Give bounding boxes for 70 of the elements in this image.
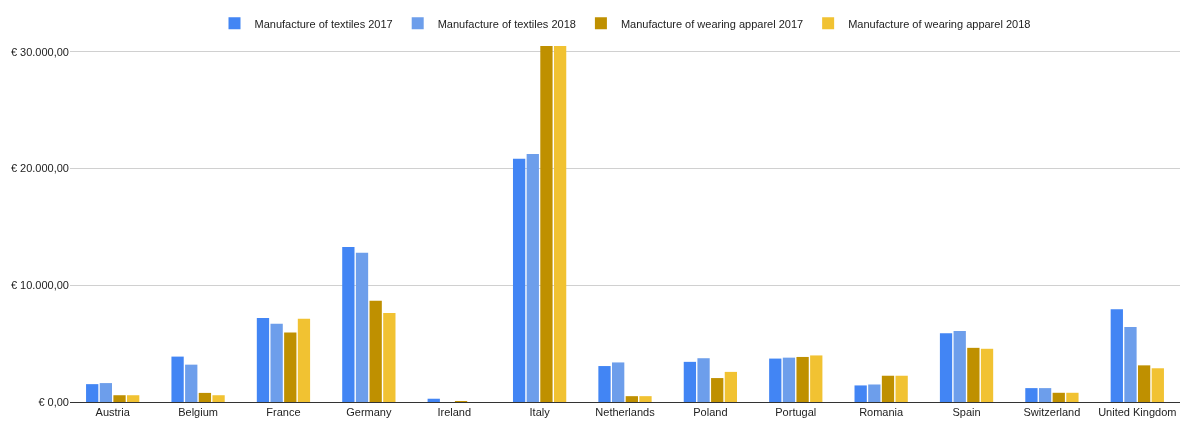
bar — [967, 347, 980, 402]
bar — [939, 333, 953, 402]
bar — [1038, 388, 1052, 402]
bar — [256, 317, 270, 402]
y-tick-label: € 20.000,00 — [10, 162, 69, 175]
bar — [540, 46, 553, 402]
y-tick-label: € 0,00 — [38, 395, 69, 408]
x-tick-label: Germany — [346, 406, 392, 419]
bar — [427, 398, 440, 402]
x-tick-label: France — [266, 406, 301, 419]
x-tick-label: Austria — [95, 406, 131, 419]
bar — [127, 395, 140, 402]
bar — [1052, 392, 1065, 402]
x-tick-label: Ireland — [437, 406, 472, 419]
bar — [297, 318, 311, 402]
x-tick-label: Spain — [952, 406, 981, 419]
bar — [1137, 365, 1151, 402]
bar — [895, 375, 908, 402]
bar — [769, 358, 782, 402]
bar — [342, 246, 355, 402]
legend-label: Manufacture of wearing apparel 2017 — [620, 17, 804, 30]
bar — [1025, 388, 1038, 402]
bar — [171, 356, 184, 402]
bar — [526, 153, 539, 402]
bar — [868, 384, 881, 402]
x-tick-label: Italy — [529, 406, 551, 419]
bar — [1124, 327, 1137, 402]
legend-label: Manufacture of wearing apparel 2018 — [848, 17, 1031, 30]
bar — [99, 383, 113, 402]
bar — [355, 252, 369, 402]
bar — [724, 371, 738, 402]
bar — [113, 395, 126, 402]
bar — [980, 348, 994, 402]
bar — [1066, 392, 1079, 402]
bar — [1151, 368, 1164, 402]
bar — [185, 364, 198, 402]
bar — [625, 396, 638, 402]
bar — [782, 357, 796, 402]
bar — [953, 331, 966, 402]
bar — [598, 366, 611, 402]
x-tick-label: Romania — [859, 406, 905, 419]
bar — [810, 355, 823, 402]
bar — [284, 332, 297, 402]
bar — [639, 396, 652, 402]
bar — [512, 158, 526, 402]
bar — [212, 395, 225, 402]
bar — [854, 385, 867, 402]
y-tick-label: € 10.000,00 — [10, 279, 69, 292]
bar — [270, 323, 283, 402]
bar — [881, 375, 895, 402]
legend-label: Manufacture of textiles 2017 — [254, 17, 393, 30]
bar — [1110, 309, 1123, 402]
bar — [796, 356, 809, 402]
x-tick-label: Switzerland — [1023, 406, 1081, 419]
bar — [697, 358, 710, 402]
x-tick-label: Belgium — [178, 406, 218, 419]
bar — [683, 361, 697, 402]
bar — [711, 378, 724, 402]
legend-label: Manufacture of textiles 2018 — [437, 17, 576, 30]
x-tick-label: Portugal — [775, 406, 817, 419]
bar — [369, 300, 382, 402]
bar — [553, 46, 567, 402]
bar — [86, 384, 99, 402]
bar — [198, 392, 212, 402]
x-tick-label: Poland — [693, 406, 728, 419]
y-tick-label: € 30.000,00 — [10, 45, 69, 58]
bar — [612, 362, 625, 402]
bar — [383, 313, 396, 402]
x-tick-label: United Kingdom — [1098, 406, 1177, 419]
x-tick-label: Netherlands — [595, 406, 656, 419]
